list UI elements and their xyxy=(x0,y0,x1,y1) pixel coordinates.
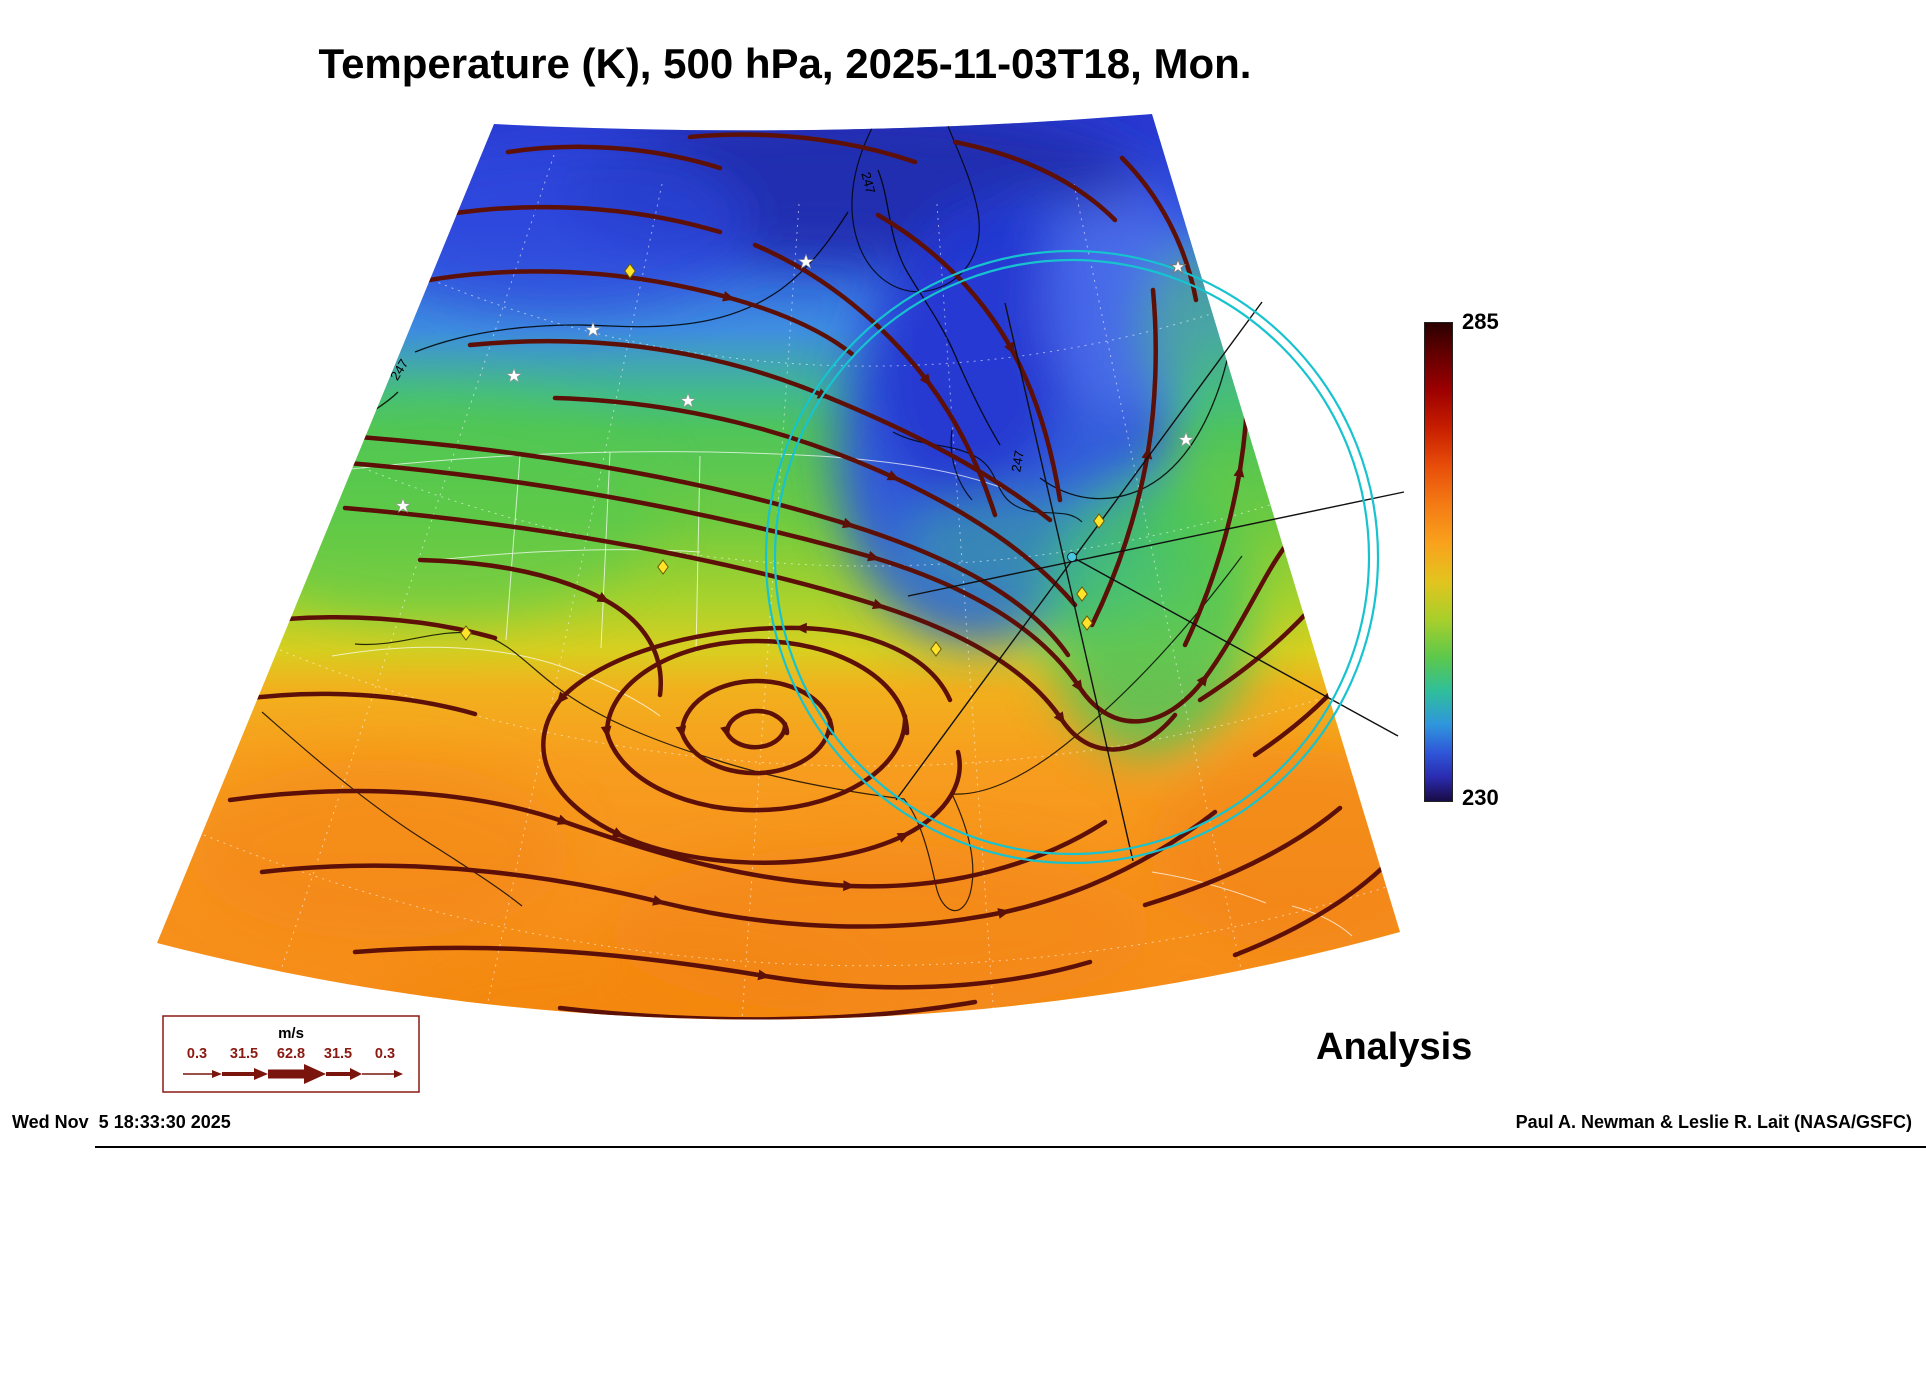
wind-legend-values: 0.3 31.5 62.8 31.5 0.3 xyxy=(187,1046,395,1062)
range-ring-inner xyxy=(773,258,1371,856)
wind-streamlines xyxy=(227,132,1400,1020)
contour-label: 247 xyxy=(1008,449,1027,473)
wind-legend-value: 62.8 xyxy=(277,1046,305,1062)
streamline xyxy=(557,999,978,1020)
colorbar xyxy=(1424,322,1453,802)
analysis-label: Analysis xyxy=(1316,1026,1473,1068)
wind-speed-legend: m/s 0.3 31.5 62.8 31.5 0.3 xyxy=(162,1015,420,1093)
streamline xyxy=(752,242,998,518)
wind-legend-value: 0.3 xyxy=(187,1046,207,1062)
wind-legend-arrow-glyph xyxy=(183,1064,403,1084)
streamline xyxy=(227,788,1108,892)
streamline-vortex xyxy=(541,622,962,865)
streamline xyxy=(352,945,1093,990)
streamline xyxy=(1142,805,1343,908)
colorbar-min-label: 230 xyxy=(1462,785,1499,810)
wind-legend-value: 31.5 xyxy=(324,1046,352,1062)
contour-label: 247 xyxy=(858,170,878,195)
streamline xyxy=(342,505,1178,752)
streamline xyxy=(422,204,723,235)
wind-legend-value: 0.3 xyxy=(375,1046,395,1062)
range-rings xyxy=(764,249,1380,865)
route-line xyxy=(1071,556,1399,737)
route-lines xyxy=(895,301,1405,862)
temperature-field: 247 247 247 xyxy=(157,114,1400,1020)
route-line xyxy=(907,491,1405,597)
streamline xyxy=(875,212,1063,503)
streamline xyxy=(505,144,723,171)
streamline xyxy=(329,432,1071,658)
range-ring-outer xyxy=(764,249,1380,865)
ring-center-point xyxy=(1067,552,1077,562)
route-line xyxy=(895,301,1263,801)
streamline xyxy=(467,338,1053,523)
timestamp: Wed Nov 5 18:33:30 2025 xyxy=(12,1112,231,1132)
streamline xyxy=(1089,287,1158,628)
wind-legend-value: 31.5 xyxy=(230,1046,258,1062)
graticule xyxy=(203,154,1394,1020)
colorbar-max-label: 285 xyxy=(1462,309,1499,334)
streamline xyxy=(687,132,918,165)
streamline xyxy=(387,269,855,357)
streamline xyxy=(259,809,1218,929)
streamline xyxy=(232,691,478,717)
bottom-rule xyxy=(95,1146,1926,1148)
wind-legend-units: m/s xyxy=(278,1025,304,1042)
streamline xyxy=(1119,155,1199,303)
plot-title: Temperature (K), 500 hPa, 2025-11-03T18,… xyxy=(318,40,1252,87)
route-line xyxy=(1004,302,1134,862)
wind-legend-box xyxy=(162,1015,420,1093)
credit: Paul A. Newman & Leslie R. Lait (NASA/GS… xyxy=(1515,1112,1912,1132)
streamline xyxy=(952,139,1118,223)
